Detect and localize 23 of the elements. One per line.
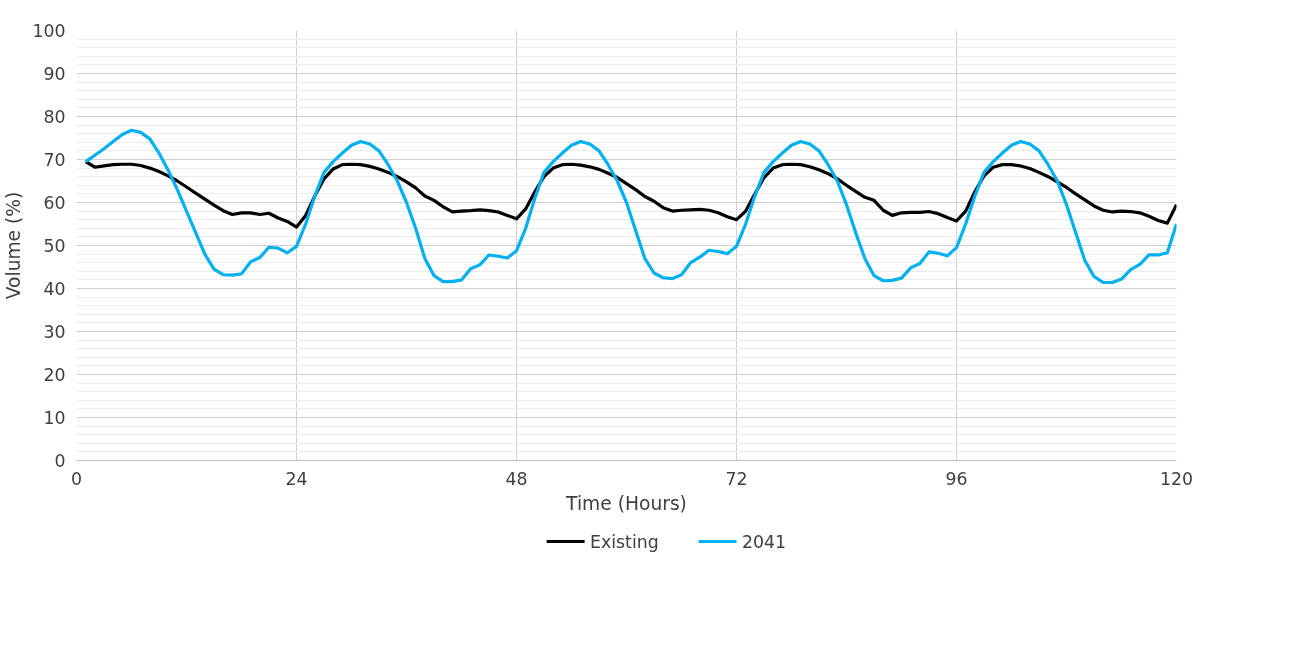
y-tick-label: 80 <box>43 107 66 127</box>
line-series <box>84 160 1177 229</box>
legend-label: Existing <box>590 531 659 552</box>
x-tick-label: 0 <box>70 468 83 489</box>
y-tick-label: 60 <box>43 193 66 213</box>
y-tick-label: 10 <box>43 408 66 428</box>
y-tick-label: 40 <box>43 279 66 299</box>
x-tick-label: 72 <box>725 468 748 489</box>
y-tick-label: 90 <box>43 64 66 84</box>
y-tick-label: 70 <box>43 150 66 170</box>
x-tick-label: 24 <box>285 468 308 489</box>
x-tick-label: 96 <box>945 468 968 489</box>
y-tick-label: 100 <box>32 21 66 41</box>
x-axis-title: Time (Hours) <box>565 492 687 514</box>
y-tick-label: 20 <box>43 365 66 385</box>
y-tick-label: 30 <box>43 322 66 342</box>
x-tick-label: 120 <box>1159 468 1194 489</box>
line-series <box>84 128 1177 285</box>
y-tick-label: 50 <box>43 236 66 256</box>
legend-label: 2041 <box>741 532 787 552</box>
x-tick-label: 48 <box>505 468 528 489</box>
y-axis-title: Volume (%) <box>3 191 25 300</box>
y-tick-label: 0 <box>54 451 66 471</box>
